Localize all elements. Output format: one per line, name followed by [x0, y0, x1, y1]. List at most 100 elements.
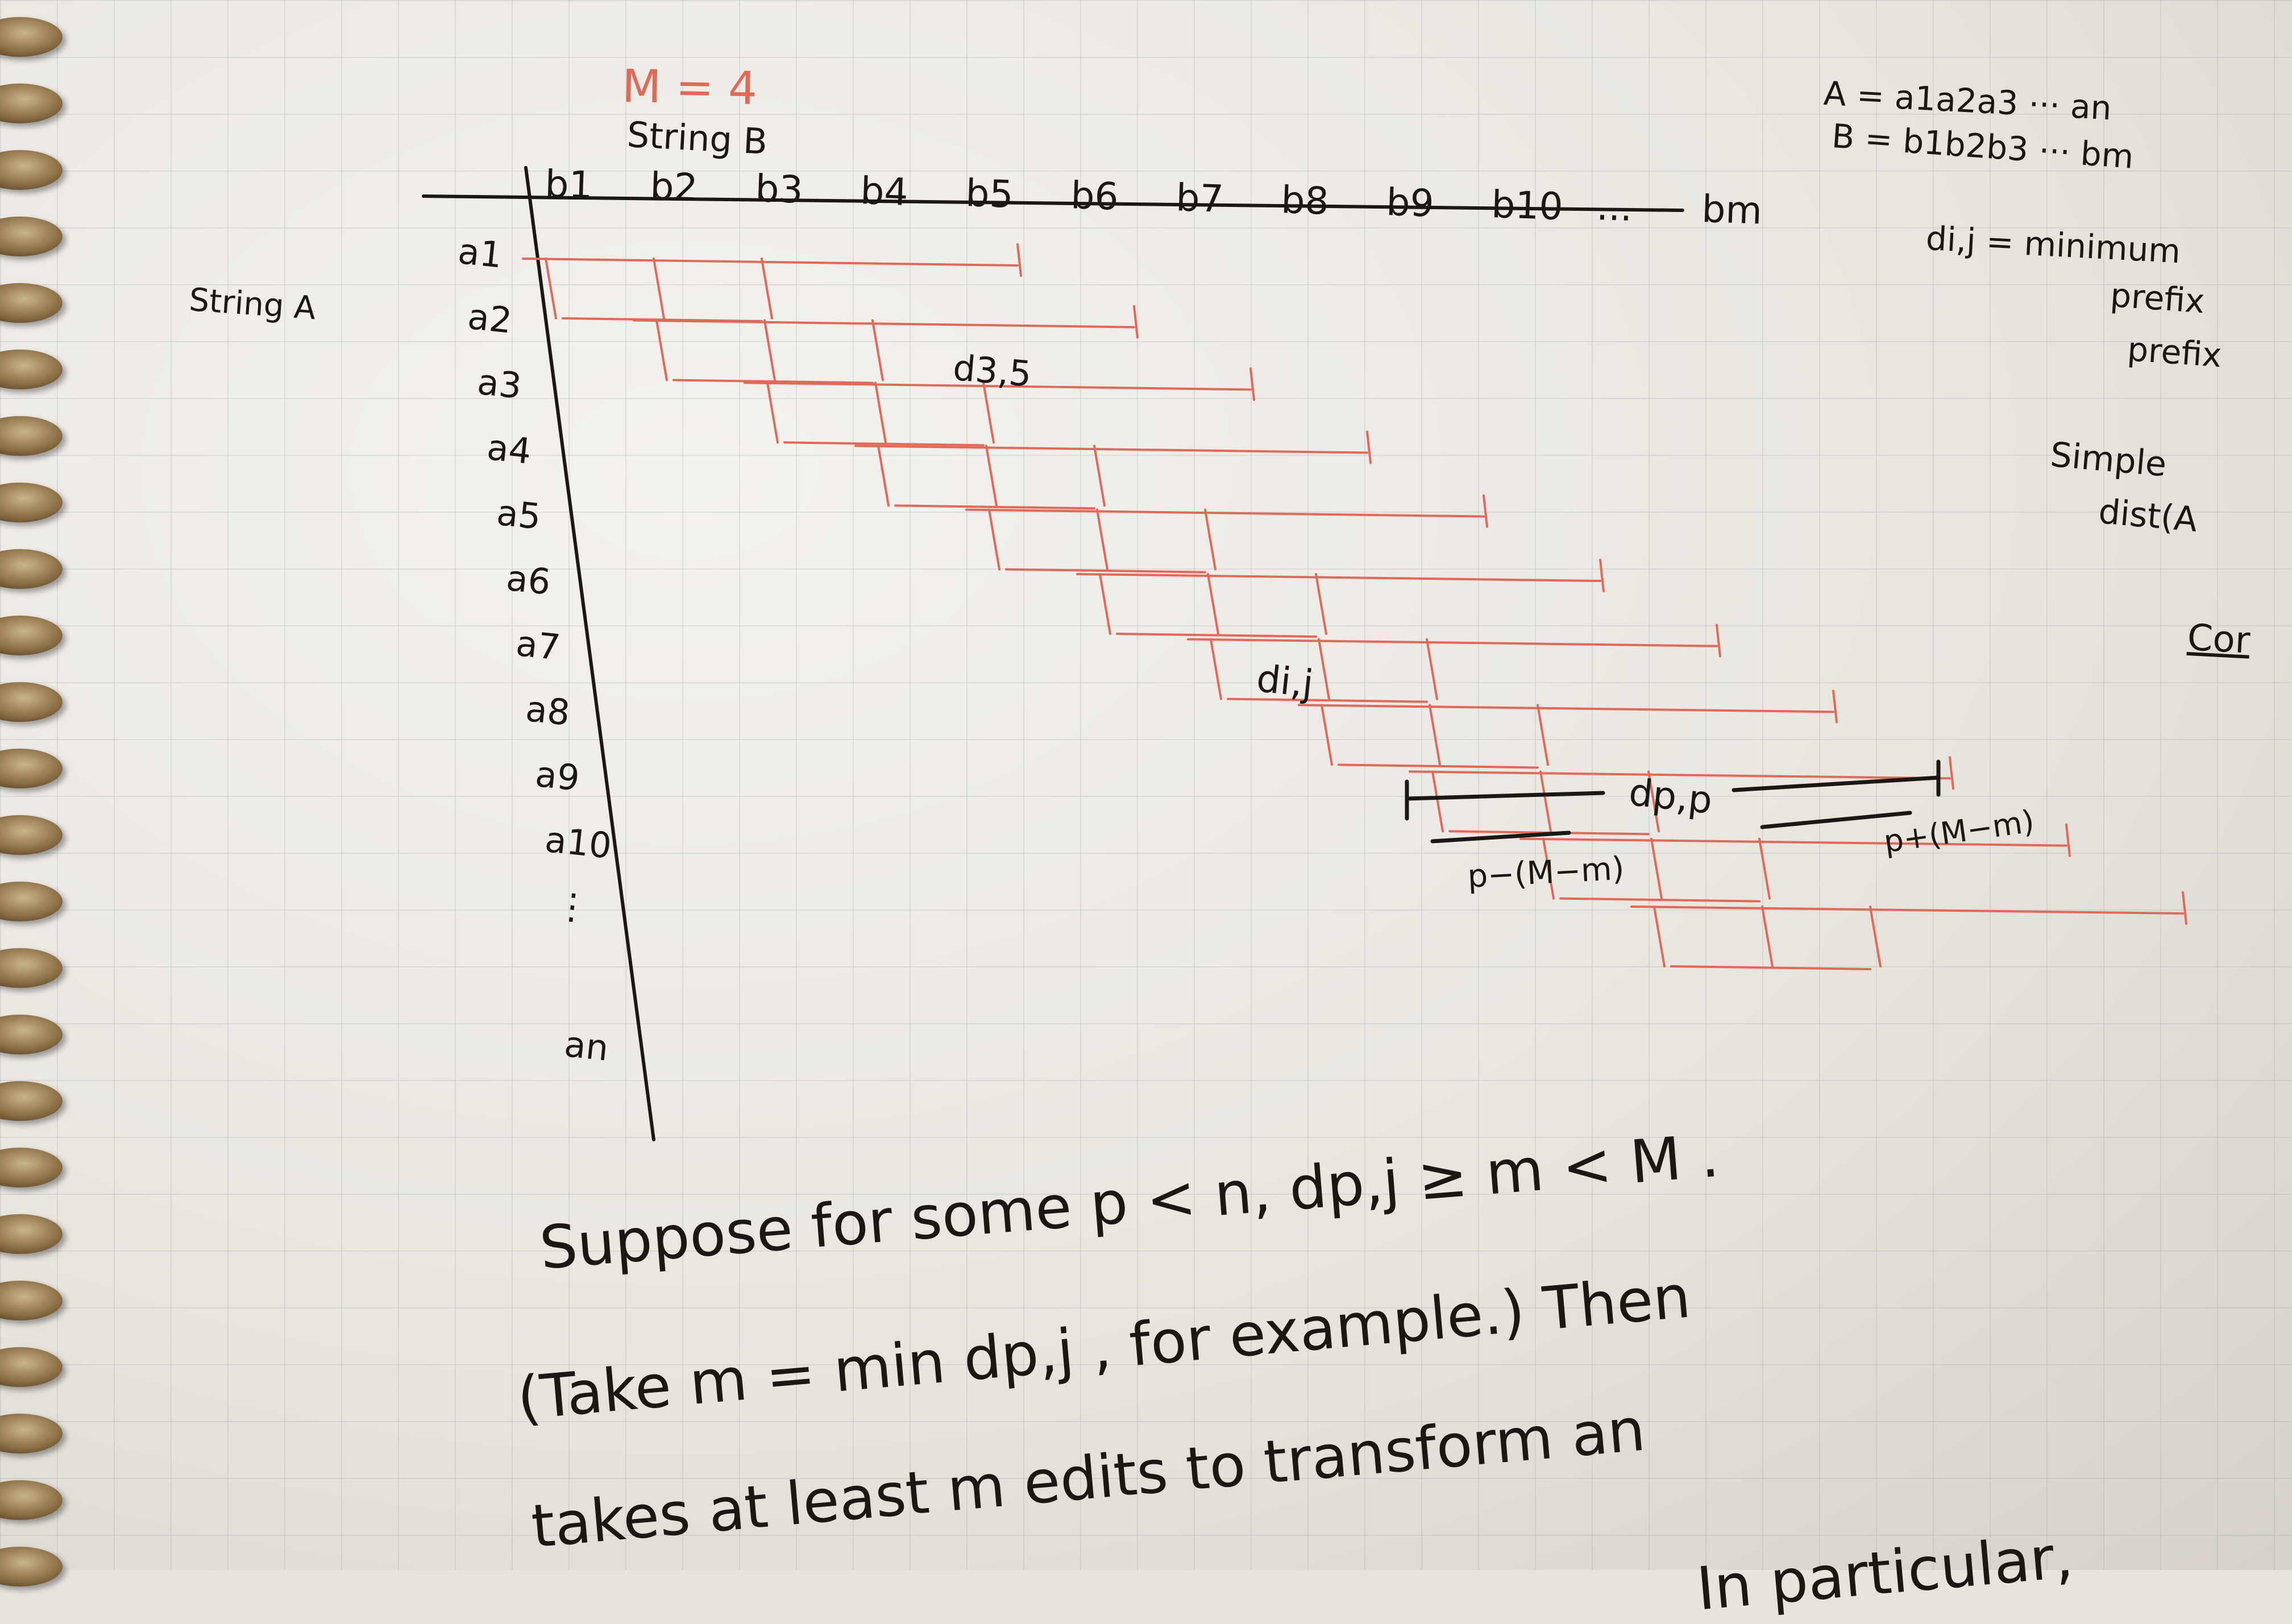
cell-divider [1426, 638, 1438, 700]
band-row-line [1630, 906, 2184, 915]
dist-note: dist(A [2096, 492, 2199, 540]
right-brace-squiggle [1760, 811, 1912, 829]
column-header-rule [422, 194, 1684, 212]
cell-divider [1429, 704, 1441, 766]
cell-divider [655, 319, 668, 381]
band-row-line [522, 257, 1019, 267]
a-row-label: an [562, 1023, 611, 1069]
b-column-label: ... [1596, 185, 1633, 230]
b-column-label: b7 [1175, 176, 1224, 221]
cell-divider [1761, 906, 1774, 967]
b-column-label: b4 [860, 169, 909, 214]
a-row-label: a7 [514, 622, 563, 668]
cell-d35-label: d3,5 [951, 347, 1033, 395]
band-width-braces [1405, 759, 1941, 844]
string-b-label: String B [626, 114, 769, 163]
cell-divider [1315, 573, 1327, 635]
b-column-label: b8 [1280, 178, 1330, 223]
band-row-line [965, 508, 1485, 518]
b-column-label: b10 [1490, 182, 1564, 229]
cell-dij-label: di,j [1254, 657, 1316, 706]
cell-dpp-label: dp,p [1626, 770, 1714, 823]
b-column-label: b1 [544, 162, 593, 207]
a-row-label: a1 [456, 230, 505, 276]
cell-divider [1093, 445, 1106, 507]
band-end-tick [1366, 430, 1372, 464]
b-column-label: b9 [1385, 180, 1435, 226]
cell-divider [1537, 704, 1549, 766]
cell-divider [1321, 704, 1333, 766]
cell-divider [1096, 508, 1108, 571]
cell-divider [1210, 638, 1222, 700]
cell-divider [1099, 573, 1111, 635]
band-end-tick [1016, 243, 1022, 277]
band-row-line [744, 381, 1252, 391]
band-row-line [1298, 704, 1834, 713]
right-band-bracket [1732, 775, 1941, 792]
b-column-label: b6 [1070, 173, 1119, 219]
left-brace-squiggle [1430, 830, 1571, 844]
cell-divider [985, 445, 998, 507]
a-row-label: a8 [524, 688, 572, 734]
cell-bottom-line [1670, 965, 1871, 970]
cell-divider [982, 381, 995, 444]
cell-bottom-line [783, 441, 985, 447]
banded-cells [522, 243, 2187, 970]
cell-bottom-line [1116, 633, 1317, 638]
band-row-line [1519, 837, 2067, 847]
cell-divider [545, 257, 557, 319]
cell-bottom-line [894, 504, 1095, 510]
cell-bottom-line [1559, 897, 1760, 903]
cell-divider [1318, 638, 1330, 700]
a-row-label: a6 [504, 557, 553, 603]
band-row-line [633, 319, 1135, 329]
cell-bottom-line [1338, 763, 1539, 769]
table-diagram [422, 166, 2187, 1141]
cell-divider [1647, 770, 1660, 833]
band-end-tick [2065, 823, 2071, 857]
row-header-rule [524, 166, 655, 1141]
cell-divider [874, 381, 887, 444]
M-value-label: M = 4 [621, 60, 758, 115]
band-end-tick [1832, 690, 1838, 724]
b-column-label: bm [1701, 187, 1763, 233]
a-row-label: ⋮ [553, 884, 592, 929]
band-row-line [1076, 573, 1601, 582]
cor-note: Cor [2186, 617, 2252, 662]
band-end-tick [1249, 367, 1255, 401]
cell-divider [761, 257, 773, 319]
cell-divider [766, 381, 779, 444]
band-end-tick [1133, 305, 1139, 339]
cell-divider [871, 319, 884, 381]
band-row-line [1409, 770, 1951, 780]
cell-divider [1204, 508, 1216, 571]
cell-divider [1758, 837, 1771, 900]
band-end-tick [1599, 559, 1605, 592]
cell-divider [763, 319, 776, 381]
a-row-label: a5 [495, 492, 543, 538]
prefix-note-1: prefix [2109, 276, 2206, 321]
cell-divider [1869, 906, 1882, 967]
b-column-label: b5 [965, 171, 1014, 217]
a-row-label: a3 [475, 361, 524, 407]
prefix-note-2: prefix [2126, 330, 2223, 375]
table-axes [422, 166, 1684, 1141]
cell-divider [1650, 837, 1663, 900]
band-end-tick [2182, 891, 2187, 925]
cell-bottom-line [672, 379, 874, 384]
cell-divider [1539, 770, 1552, 833]
band-row-line [854, 445, 1368, 454]
band-row-line [1187, 638, 1718, 647]
b-column-label: b2 [649, 164, 699, 210]
a-row-label: a9 [533, 753, 582, 799]
cell-divider [1542, 837, 1555, 900]
band-end-tick [1949, 756, 1954, 790]
cell-bottom-line [1005, 568, 1206, 574]
spiral-binding [0, 0, 91, 1586]
band-end-tick [1716, 624, 1721, 658]
band-end-tick [1483, 494, 1488, 528]
cell-divider [1207, 573, 1219, 635]
a-row-label: a10 [543, 819, 614, 867]
cell-divider [988, 508, 1000, 571]
b-column-label: b3 [754, 167, 804, 212]
